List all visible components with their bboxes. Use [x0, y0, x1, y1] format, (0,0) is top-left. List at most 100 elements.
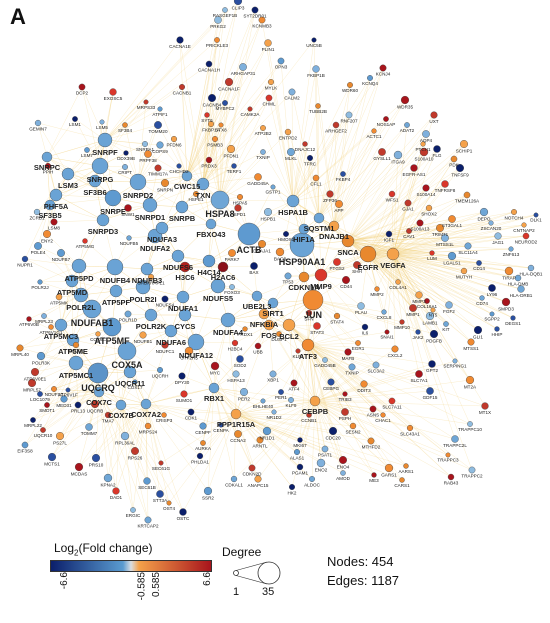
node-label-cenpf: CENPF	[195, 430, 211, 435]
edge-708	[213, 387, 235, 480]
edge-920	[391, 193, 394, 255]
node-label-cfl1: CFL1	[310, 182, 322, 187]
edge-1096	[257, 324, 290, 347]
node-cd74	[479, 295, 485, 301]
edge-376	[288, 276, 305, 326]
node-txnip	[260, 149, 266, 155]
node-bax	[250, 262, 258, 270]
node-nr1d2	[271, 409, 277, 415]
node-label-trim71: TRIM71	[432, 232, 449, 237]
node-psmb3	[212, 136, 218, 142]
node-label-hla-drb1: HLA-DRB1	[510, 293, 533, 298]
edge-272	[67, 173, 114, 199]
edge-1204	[320, 274, 338, 317]
edge-453	[75, 362, 122, 406]
edge-1004	[307, 342, 359, 346]
edge-1095	[257, 313, 265, 347]
node-cacna1f	[224, 77, 234, 87]
edge-1127	[186, 124, 222, 177]
node-label-entpd2: ENTPD2	[279, 135, 298, 140]
edge-1041	[273, 400, 316, 413]
node-label-crisp3: CRISP3	[156, 418, 173, 423]
node-label-actc1: ACTC1	[366, 134, 382, 139]
node-label-s100a13: S100A13	[411, 227, 430, 232]
edge-983	[314, 373, 420, 402]
edge-1119	[99, 101, 147, 167]
node-label-schip1: SCHIP1	[456, 148, 473, 153]
node-foxo3	[229, 284, 235, 290]
node-h3c6	[179, 261, 191, 273]
edge-658	[78, 403, 147, 468]
node-label-lum: LUM	[427, 256, 437, 261]
node-pfdn6	[170, 135, 178, 143]
node-label-vegfa: VEGFA	[380, 261, 406, 270]
node-label-wdr35: WDR35	[397, 104, 414, 109]
node-slc3a2	[372, 361, 380, 369]
node-mt2a	[465, 375, 475, 385]
edge-803	[392, 253, 483, 299]
edge-921	[347, 193, 393, 242]
node-label-prdx1: PRDX1	[237, 332, 253, 337]
node-mcdas	[74, 462, 84, 472]
node-label-cacna1e: CACNA1E	[169, 44, 191, 49]
edge-487	[104, 19, 219, 141]
node-kcnj4	[379, 64, 387, 72]
node-label-plau: PLAU	[355, 310, 367, 315]
node-label-cd74: CD74	[476, 301, 488, 306]
node-label-cebpb: CEBPB	[302, 407, 329, 416]
node-label-slc3a2: SLC3A2	[367, 369, 385, 374]
node-tnfrsf8	[441, 180, 449, 188]
node-asns	[369, 405, 377, 413]
node-cdkn2d	[248, 464, 256, 472]
edge-972	[392, 253, 396, 350]
edge-682	[168, 413, 237, 504]
edge-951	[367, 253, 419, 333]
node-loc1079	[37, 391, 43, 397]
node-atp6v0b	[26, 316, 32, 322]
edge-1011	[307, 326, 366, 346]
edge-586	[37, 122, 106, 141]
node-cenpf	[199, 422, 207, 430]
edge-916	[347, 151, 383, 242]
node-schip1	[460, 140, 468, 148]
node-mtss1	[467, 338, 475, 346]
node-igf1	[385, 230, 393, 238]
node-label-h2bc4: H2BC4	[228, 346, 243, 351]
node-atp6v0e1	[30, 367, 40, 377]
node-label-cdkn2d: CDKN2D	[243, 472, 263, 477]
edge-915	[318, 151, 383, 219]
node-egfr-as1	[410, 164, 418, 172]
node-label-atp6v1f: ATP6V1F	[58, 393, 78, 398]
node-label-smdt1: SMDT1	[39, 408, 55, 413]
node-vegfa	[386, 247, 400, 261]
edge-773	[314, 390, 431, 402]
edge-1224	[268, 324, 274, 375]
edge-689	[145, 403, 162, 464]
node-cacna1e	[176, 36, 184, 44]
node-label-phlda1: PHLDA1	[191, 459, 209, 464]
node-gdf15	[426, 387, 434, 395]
edge-874	[347, 207, 430, 242]
node-label-fbxo43: FBXO43	[196, 230, 225, 239]
edge-494	[186, 39, 218, 177]
node-sgpp2	[489, 311, 495, 317]
node-cript	[122, 164, 128, 170]
edge-886	[347, 167, 461, 242]
edge-956	[392, 253, 435, 335]
node-label-bhlhe40: BHLHE40	[253, 404, 274, 409]
edge-601	[37, 245, 73, 282]
edge-709	[233, 400, 316, 480]
edge-656	[78, 404, 122, 468]
node-atp5md	[65, 274, 79, 288]
edge-981	[307, 344, 377, 366]
edge-842	[392, 235, 527, 255]
node-label-eno2: ENO2	[315, 467, 328, 472]
edge-599	[37, 204, 51, 247]
edge-549	[186, 108, 251, 177]
node-nos1ap	[383, 116, 389, 122]
node-hspa1b	[286, 194, 300, 208]
edge-146	[142, 255, 179, 288]
node-ccnb1	[306, 412, 312, 418]
edge-978	[320, 274, 362, 307]
node-atp2b2	[260, 125, 266, 131]
